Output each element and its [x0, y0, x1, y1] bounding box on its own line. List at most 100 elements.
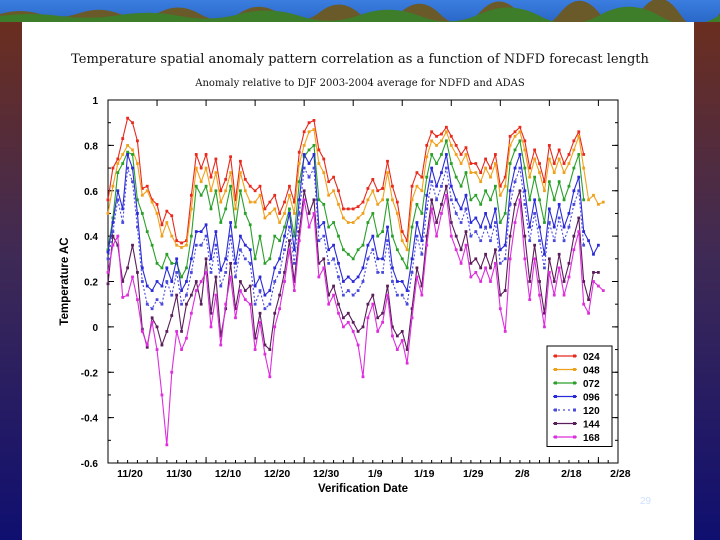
- data-point-024: [126, 116, 130, 120]
- data-point-120: [214, 243, 218, 247]
- data-point-120: [582, 243, 586, 247]
- data-point-120: [381, 271, 385, 274]
- data-point-072: [547, 180, 551, 184]
- data-point-120: [219, 284, 223, 288]
- data-point-048: [189, 207, 193, 211]
- data-point-120: [189, 271, 193, 274]
- data-point-048: [494, 162, 497, 165]
- data-point-144: [533, 243, 537, 247]
- data-point-048: [518, 130, 522, 134]
- data-point-120: [503, 257, 507, 261]
- data-point-072: [180, 275, 183, 279]
- data-point-048: [302, 143, 306, 147]
- data-point-168: [322, 266, 326, 270]
- data-point-120: [297, 212, 301, 215]
- data-point-144: [479, 266, 483, 270]
- data-point-048: [489, 175, 492, 179]
- data-point-120: [150, 307, 154, 311]
- data-point-168: [121, 295, 125, 299]
- data-point-072: [435, 162, 438, 165]
- data-point-144: [508, 234, 512, 238]
- data-point-024: [327, 180, 331, 184]
- data-point-168: [268, 375, 272, 379]
- data-point-120: [263, 307, 267, 311]
- data-point-072: [582, 198, 586, 202]
- data-point-096: [234, 261, 237, 265]
- data-point-072: [356, 248, 360, 252]
- data-point-024: [454, 143, 458, 147]
- data-point-096: [199, 230, 203, 233]
- data-point-144: [440, 202, 443, 206]
- data-point-048: [307, 130, 311, 134]
- data-point-120: [140, 280, 144, 283]
- data-point-096: [444, 153, 448, 156]
- legend-label-168: 168: [583, 433, 600, 444]
- data-point-024: [381, 187, 385, 190]
- data-point-120: [224, 271, 228, 274]
- data-point-120: [106, 257, 110, 261]
- data-point-144: [273, 311, 277, 315]
- data-point-120: [420, 252, 424, 256]
- data-point-144: [278, 293, 282, 297]
- data-point-096: [204, 223, 208, 227]
- data-point-048: [371, 189, 375, 193]
- data-point-096: [278, 257, 282, 261]
- data-point-168: [150, 320, 154, 324]
- data-point-072: [214, 189, 218, 193]
- data-point-048: [175, 243, 179, 247]
- data-point-024: [430, 130, 434, 134]
- data-point-024: [415, 171, 419, 174]
- data-point-024: [474, 162, 478, 165]
- data-point-072: [479, 202, 483, 206]
- data-point-072: [175, 261, 179, 265]
- data-point-048: [596, 202, 600, 206]
- data-point-120: [155, 298, 159, 302]
- data-point-144: [391, 325, 394, 329]
- data-point-024: [278, 212, 282, 215]
- data-point-048: [391, 198, 394, 202]
- data-point-096: [533, 198, 537, 202]
- data-point-120: [332, 257, 335, 261]
- data-point-144: [145, 345, 149, 349]
- data-point-096: [523, 189, 527, 193]
- data-point-024: [194, 153, 198, 156]
- data-point-168: [410, 316, 414, 320]
- data-point-120: [459, 221, 463, 224]
- data-point-096: [562, 225, 566, 229]
- data-point-024: [538, 162, 541, 165]
- data-point-144: [552, 280, 556, 283]
- data-point-096: [489, 225, 492, 229]
- data-point-024: [440, 132, 443, 136]
- right-slide-border: [694, 22, 720, 540]
- data-point-024: [577, 130, 581, 134]
- data-point-048: [126, 143, 130, 147]
- data-point-120: [288, 225, 291, 229]
- data-point-024: [243, 178, 247, 181]
- data-point-048: [523, 148, 527, 152]
- data-point-048: [312, 128, 316, 131]
- data-point-096: [263, 293, 267, 297]
- data-point-144: [489, 266, 492, 270]
- data-point-024: [234, 198, 237, 202]
- data-point-096: [386, 225, 389, 229]
- data-point-096: [484, 212, 487, 215]
- data-point-168: [224, 302, 228, 306]
- data-point-168: [503, 330, 507, 333]
- data-point-024: [425, 143, 429, 147]
- data-point-024: [391, 184, 394, 188]
- data-point-120: [376, 271, 380, 274]
- data-point-144: [518, 189, 522, 193]
- series-line-072: [107, 138, 585, 279]
- data-point-072: [440, 153, 443, 156]
- y-tick-label: 0.6: [84, 187, 98, 198]
- data-point-168: [302, 198, 306, 202]
- data-point-072: [430, 153, 434, 156]
- data-point-120: [543, 266, 546, 270]
- data-point-120: [538, 239, 541, 243]
- data-point-048: [248, 200, 252, 204]
- data-point-048: [199, 180, 203, 184]
- data-point-096: [400, 280, 404, 283]
- data-point-120: [253, 302, 257, 306]
- data-point-144: [503, 289, 507, 292]
- data-point-120: [356, 289, 360, 292]
